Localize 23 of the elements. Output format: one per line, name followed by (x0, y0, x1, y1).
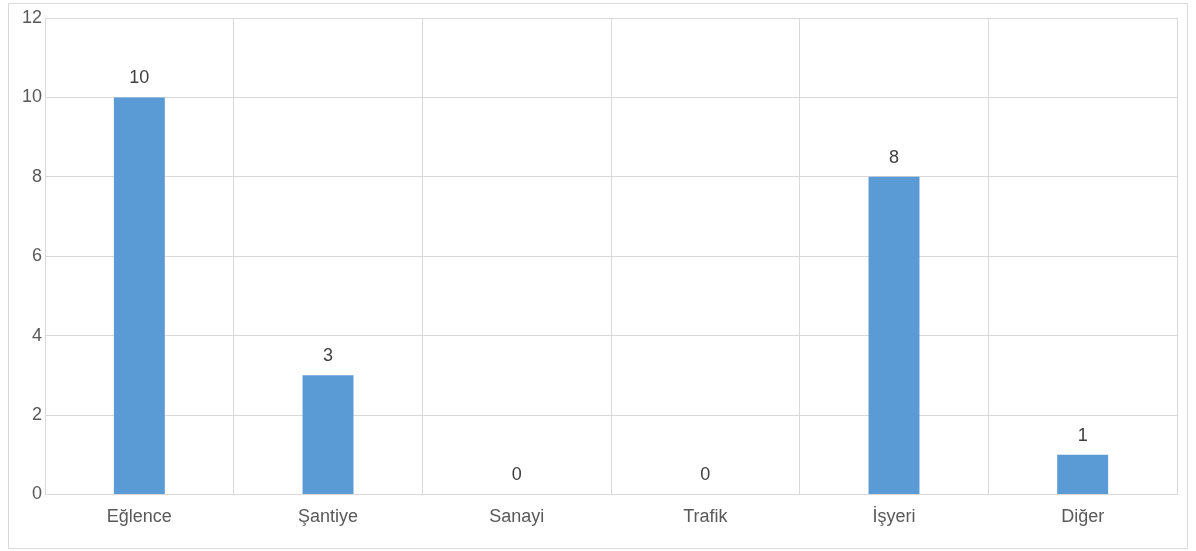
y-tick-label: 12 (21, 6, 43, 27)
x-tick-label: Sanayi (489, 506, 545, 527)
bar (1057, 454, 1109, 494)
y-tick-label: 0 (32, 483, 43, 504)
data-label: 1 (1077, 424, 1088, 445)
y-tick-label: 4 (32, 324, 43, 345)
bar (302, 375, 354, 494)
bar (113, 97, 165, 494)
data-label: 3 (323, 345, 334, 366)
y-tick-label: 6 (32, 245, 43, 266)
x-tick-label: İşyeri (872, 506, 916, 527)
data-label: 0 (511, 464, 522, 485)
data-label: 0 (700, 464, 711, 485)
y-tick-label: 10 (21, 86, 43, 107)
data-label: 8 (889, 146, 900, 167)
bar (868, 176, 920, 494)
x-tick-label: Trafik (683, 506, 729, 527)
data-label: 10 (129, 67, 150, 88)
x-tick-label: Şantiye (297, 506, 359, 527)
x-tick-label: Diğer (1061, 506, 1105, 527)
y-tick-label: 8 (32, 165, 43, 186)
y-tick-label: 2 (32, 403, 43, 424)
x-tick-label: Eğlence (106, 506, 172, 527)
